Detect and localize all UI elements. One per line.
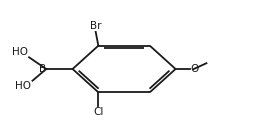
Text: O: O — [191, 64, 199, 74]
Text: HO: HO — [12, 47, 28, 57]
Text: HO: HO — [15, 81, 31, 91]
Text: Br: Br — [90, 21, 101, 31]
Text: B: B — [39, 64, 46, 74]
Text: Cl: Cl — [93, 107, 103, 117]
